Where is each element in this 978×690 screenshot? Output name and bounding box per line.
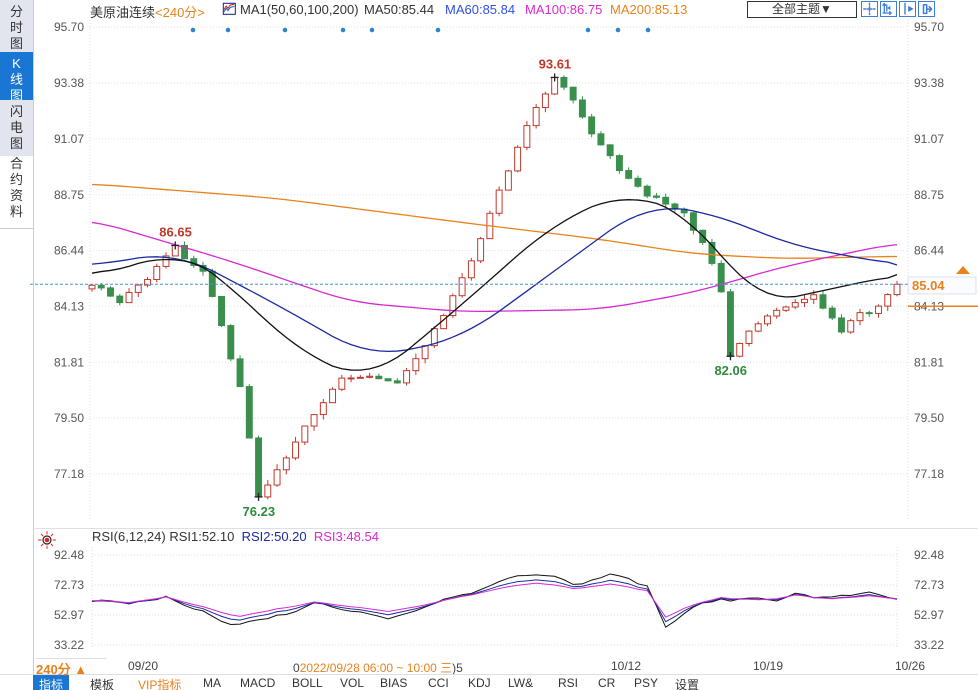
svg-text:88.75: 88.75 — [914, 188, 944, 202]
svg-text:95.70: 95.70 — [54, 20, 84, 34]
svg-text:82.06: 82.06 — [714, 363, 747, 378]
svg-text:77.18: 77.18 — [54, 467, 84, 481]
svg-text:52.97: 52.97 — [54, 608, 84, 622]
svg-text:86.44: 86.44 — [914, 244, 944, 258]
svg-text:79.50: 79.50 — [914, 411, 944, 425]
svg-text:93.38: 93.38 — [54, 76, 84, 90]
svg-text:93.38: 93.38 — [914, 76, 944, 90]
svg-text:91.07: 91.07 — [54, 132, 84, 146]
svg-text:72.73: 72.73 — [914, 578, 944, 592]
svg-text:93.61: 93.61 — [539, 56, 572, 71]
svg-text:52.97: 52.97 — [914, 608, 944, 622]
svg-text:81.81: 81.81 — [54, 355, 84, 369]
svg-text:72.73: 72.73 — [54, 578, 84, 592]
svg-text:88.75: 88.75 — [54, 188, 84, 202]
svg-text:77.18: 77.18 — [914, 467, 944, 481]
svg-text:92.48: 92.48 — [54, 548, 84, 562]
svg-text:81.81: 81.81 — [914, 355, 944, 369]
svg-text:79.50: 79.50 — [54, 411, 84, 425]
svg-text:84.13: 84.13 — [914, 299, 944, 313]
svg-text:85.04: 85.04 — [912, 278, 945, 293]
svg-text:33.22: 33.22 — [914, 638, 944, 652]
svg-text:95.70: 95.70 — [914, 20, 944, 34]
svg-text:84.13: 84.13 — [54, 299, 84, 313]
svg-text:76.23: 76.23 — [243, 504, 276, 519]
svg-text:86.65: 86.65 — [159, 224, 192, 239]
svg-text:91.07: 91.07 — [914, 132, 944, 146]
svg-text:92.48: 92.48 — [914, 548, 944, 562]
svg-text:86.44: 86.44 — [54, 244, 84, 258]
svg-text:33.22: 33.22 — [54, 638, 84, 652]
